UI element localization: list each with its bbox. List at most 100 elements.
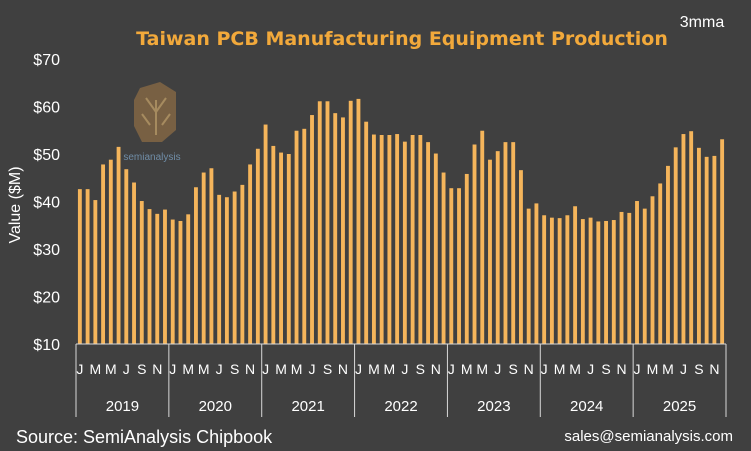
bar bbox=[557, 218, 562, 345]
bar bbox=[658, 183, 663, 344]
bar bbox=[163, 209, 167, 344]
bar bbox=[93, 200, 98, 344]
bar bbox=[627, 212, 632, 344]
bar bbox=[480, 130, 485, 344]
bar bbox=[85, 189, 90, 344]
bar bbox=[542, 215, 547, 344]
bar bbox=[248, 164, 253, 344]
bar bbox=[426, 142, 431, 345]
month-tick-label: N bbox=[431, 361, 441, 377]
bar bbox=[596, 221, 601, 344]
bar bbox=[457, 188, 461, 344]
bar bbox=[147, 209, 152, 344]
month-tick-label: J bbox=[634, 361, 641, 377]
bar bbox=[619, 211, 624, 344]
month-tick-label: N bbox=[709, 361, 719, 377]
chart-title: Taiwan PCB Manufacturing Equipment Produ… bbox=[136, 28, 668, 50]
bar bbox=[77, 189, 82, 344]
bar bbox=[464, 173, 469, 344]
bar bbox=[604, 220, 608, 344]
bar bbox=[279, 152, 283, 344]
month-tick-label: J bbox=[448, 361, 455, 377]
month-tick-label: N bbox=[245, 361, 255, 377]
bar bbox=[178, 220, 183, 344]
y-tick-label: $20 bbox=[33, 290, 60, 307]
bar bbox=[387, 135, 392, 344]
bar bbox=[356, 98, 361, 345]
bar bbox=[255, 148, 260, 344]
month-tick-label: J bbox=[401, 361, 408, 377]
month-tick-label: M bbox=[662, 361, 674, 377]
bar bbox=[635, 201, 639, 344]
corner-note: 3mma bbox=[680, 14, 725, 31]
watermark-logo: semianalysis bbox=[123, 82, 181, 163]
bar bbox=[186, 214, 191, 344]
y-tick-label: $40 bbox=[33, 195, 60, 212]
bar bbox=[348, 100, 353, 344]
month-tick-label: N bbox=[616, 361, 626, 377]
bar bbox=[681, 134, 686, 344]
month-tick-label: M bbox=[368, 361, 380, 377]
bar bbox=[132, 182, 136, 344]
month-tick-label: M bbox=[90, 361, 102, 377]
bar bbox=[201, 172, 206, 344]
bar bbox=[379, 135, 384, 344]
bar bbox=[286, 154, 291, 344]
year-tick-label: 2020 bbox=[199, 398, 232, 415]
month-tick-label: J bbox=[216, 361, 223, 377]
month-tick-label: J bbox=[494, 361, 501, 377]
contact-email: sales@semianalysis.com bbox=[564, 428, 733, 445]
bar bbox=[588, 217, 593, 344]
month-tick-label: J bbox=[262, 361, 269, 377]
logo-text: semianalysis bbox=[123, 152, 180, 163]
bar bbox=[194, 187, 198, 344]
y-tick-label: $50 bbox=[33, 147, 60, 164]
month-tick-label: J bbox=[169, 361, 176, 377]
bar bbox=[325, 101, 330, 344]
bar bbox=[511, 142, 516, 345]
month-tick-label: M bbox=[198, 361, 210, 377]
bar bbox=[317, 101, 322, 344]
month-tick-label: M bbox=[105, 361, 117, 377]
month-tick-label: N bbox=[152, 361, 162, 377]
year-tick-label: 2021 bbox=[291, 398, 324, 415]
bar-series bbox=[77, 98, 725, 345]
bar bbox=[704, 156, 709, 344]
month-tick-label: S bbox=[137, 361, 146, 377]
bar bbox=[580, 219, 585, 344]
month-tick-label: N bbox=[524, 361, 534, 377]
bar bbox=[170, 219, 175, 344]
bar bbox=[124, 169, 129, 344]
bar bbox=[472, 144, 477, 344]
month-tick-label: J bbox=[123, 361, 130, 377]
month-tick-label: M bbox=[384, 361, 396, 377]
year-tick-label: 2023 bbox=[477, 398, 510, 415]
month-tick-label: S bbox=[416, 361, 425, 377]
month-tick-label: S bbox=[323, 361, 332, 377]
bar bbox=[333, 113, 338, 345]
bar bbox=[549, 217, 554, 344]
month-tick-label: M bbox=[569, 361, 581, 377]
month-tick-label: M bbox=[275, 361, 287, 377]
y-tick-label: $60 bbox=[33, 100, 60, 117]
month-tick-label: J bbox=[355, 361, 362, 377]
bar bbox=[263, 124, 268, 344]
month-tick-label: M bbox=[647, 361, 659, 377]
bar bbox=[441, 172, 446, 344]
month-tick-label: M bbox=[461, 361, 473, 377]
month-tick-label: M bbox=[291, 361, 303, 377]
bar bbox=[402, 141, 407, 344]
bar bbox=[565, 215, 570, 344]
bar bbox=[712, 155, 717, 344]
month-tick-label: M bbox=[182, 361, 194, 377]
year-tick-label: 2022 bbox=[384, 398, 417, 415]
bar bbox=[271, 145, 276, 344]
bar bbox=[488, 159, 492, 344]
month-tick-label: S bbox=[230, 361, 239, 377]
bar bbox=[232, 191, 237, 344]
y-tick-label: $30 bbox=[33, 242, 60, 259]
bar bbox=[139, 201, 144, 344]
